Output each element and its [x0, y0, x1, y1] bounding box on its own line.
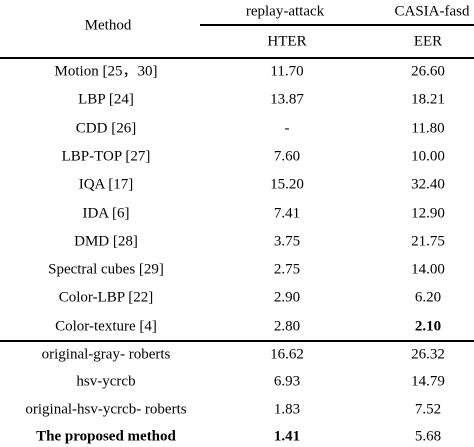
group-rule [200, 24, 474, 26]
eer-cell: 14.00 [411, 261, 445, 278]
method-header: Method [84, 17, 132, 34]
method-cell: The proposed method [36, 428, 176, 445]
eer-cell: 21.75 [411, 233, 445, 250]
method-cell: hsv-ycrcb [76, 373, 136, 390]
method-cell: original-hsv-ycrcb- roberts [25, 401, 187, 418]
hter-cell: 2.90 [273, 289, 301, 306]
section-rule [0, 340, 474, 342]
hter-cell: 7.60 [273, 148, 301, 165]
hter-cell: 16.62 [270, 346, 304, 363]
eer-cell: 12.90 [411, 205, 445, 221]
eer-cell: 7.52 [414, 401, 442, 418]
hter-cell: 2.80 [273, 318, 301, 335]
method-cell: Color-LBP [22] [58, 289, 154, 306]
header-rule [0, 57, 474, 59]
method-cell: Color-texture [4] [55, 318, 157, 335]
method-cell: Spectral cubes [29] [48, 261, 164, 278]
eer-cell: 5.68 [414, 428, 442, 445]
eer-cell: 11.80 [411, 120, 445, 137]
eer-cell: 14.79 [411, 373, 445, 390]
hter-cell: 1.41 [273, 428, 301, 445]
method-cell: IQA [17] [78, 176, 134, 193]
group-header: replay-attack [245, 3, 325, 20]
method-cell: DMD [28] [74, 233, 138, 250]
group-header: CASIA-fasd [394, 3, 470, 20]
hter-cell: 7.41 [273, 205, 301, 221]
eer-cell: 26.60 [411, 63, 445, 80]
method-cell: IDA [6] [82, 205, 130, 221]
eer-cell: 18.21 [411, 91, 445, 108]
hter-cell: 1.83 [273, 401, 301, 418]
method-cell: LBP [24] [78, 91, 134, 108]
eer-cell: 26.32 [411, 346, 445, 363]
hter-cell: 13.87 [270, 91, 304, 108]
metric-header: EER [413, 33, 443, 50]
hter-cell: 2.75 [273, 261, 301, 278]
hter-cell: 11.70 [270, 63, 304, 80]
hter-cell: 3.75 [273, 233, 301, 250]
eer-cell: 10.00 [411, 148, 445, 165]
method-cell: original-gray- roberts [41, 346, 171, 363]
method-cell: Motion [25，30] [54, 63, 158, 80]
hter-cell: 6.93 [273, 373, 301, 390]
eer-cell: 2.10 [414, 318, 442, 335]
method-cell: CDD [26] [75, 120, 137, 137]
eer-cell: 32.40 [411, 176, 445, 193]
hter-cell: - [284, 120, 290, 137]
method-cell: LBP-TOP [27] [61, 148, 151, 165]
eer-cell: 6.20 [414, 289, 442, 306]
metric-header: HTER [267, 33, 307, 50]
hter-cell: 15.20 [270, 176, 304, 193]
